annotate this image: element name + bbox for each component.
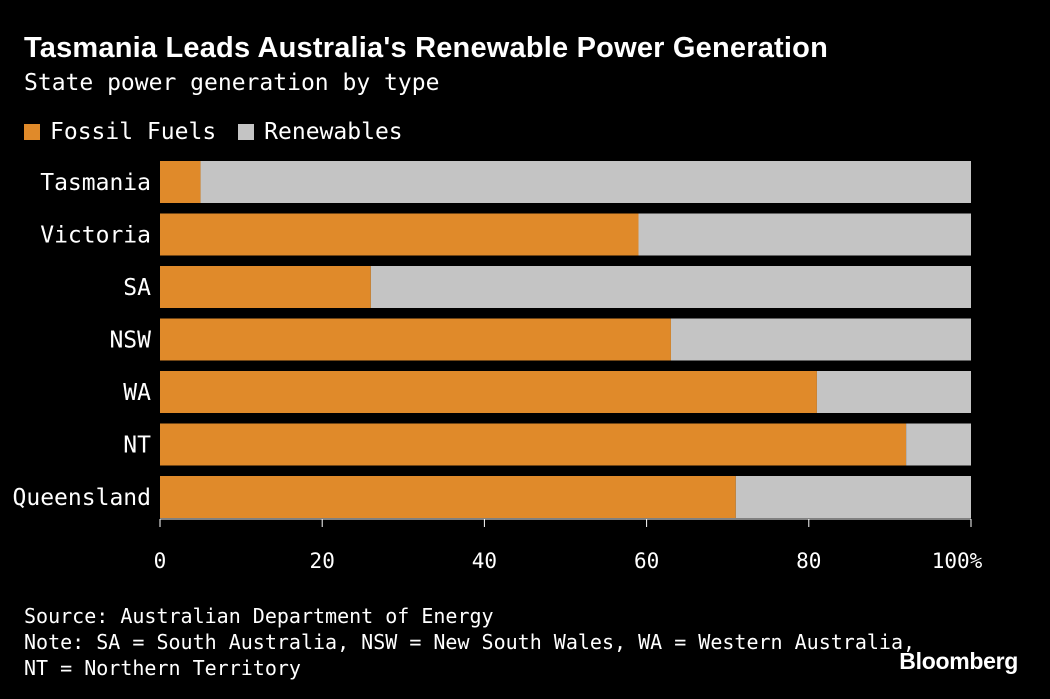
x-tick-label-40: 40 (472, 549, 497, 573)
x-tick-label-0: 0 (154, 549, 167, 573)
category-label-victoria: Victoria (40, 223, 151, 249)
abbreviation-note-line-1: Note: SA = South Australia, NSW = New So… (24, 630, 916, 654)
abbreviation-note-line-2: NT = Northern Territory (24, 656, 301, 680)
bar-wa-fossil-fuels (160, 371, 817, 413)
bar-nt-renewables (906, 423, 971, 466)
bloomberg-logo: Bloomberg (899, 648, 1018, 674)
category-label-queensland: Queensland (13, 485, 151, 511)
x-tick-label-20: 20 (310, 549, 335, 573)
category-label-tasmania: Tasmania (40, 170, 151, 196)
bar-wa-renewables (816, 371, 971, 413)
bar-queensland-renewables (735, 476, 971, 518)
bar-tasmania-renewables (200, 161, 972, 203)
bar-chart: Tasmania Victoria SA NSW WA NT Queensland 0 20 40… (13, 161, 983, 573)
source-note: Source: Australian Department of Energy (24, 604, 494, 628)
legend-label-renewables: Renewables (264, 119, 403, 145)
bar-sa-renewables (370, 266, 971, 308)
category-label-nt: NT (123, 433, 151, 459)
bar-tasmania-fossil-fuels (160, 161, 201, 203)
legend-swatch-fossil-fuels (24, 124, 40, 140)
legend-swatch-renewables (238, 124, 255, 140)
category-label-sa: SA (123, 275, 151, 301)
bar-victoria-fossil-fuels (160, 213, 639, 256)
category-label-wa: WA (123, 380, 151, 406)
legend-item-fossil-fuels: Fossil Fuels (24, 119, 216, 145)
bar-queensland-fossil-fuels (160, 476, 736, 518)
bar-victoria-renewables (638, 213, 971, 256)
legend-item-renewables: Renewables (238, 119, 403, 145)
legend-label-fossil-fuels: Fossil Fuels (50, 119, 217, 145)
category-label-nsw: NSW (109, 328, 151, 354)
chart-title: Tasmania Leads Australia's Renewable Pow… (24, 32, 828, 64)
chart-footer: Source: Australian Department of Energy … (24, 603, 915, 681)
chart-subtitle: State power generation by type (24, 70, 440, 96)
bar-nsw-fossil-fuels (160, 318, 671, 361)
bar-nt-fossil-fuels (160, 423, 907, 466)
x-tick-label-60: 60 (634, 549, 659, 573)
bar-sa-fossil-fuels (160, 266, 371, 308)
x-tick-label-100: 100% (932, 549, 983, 573)
x-tick-label-80: 80 (796, 549, 821, 573)
bar-nsw-renewables (670, 318, 971, 361)
legend: Fossil Fuels Renewables (24, 119, 425, 145)
